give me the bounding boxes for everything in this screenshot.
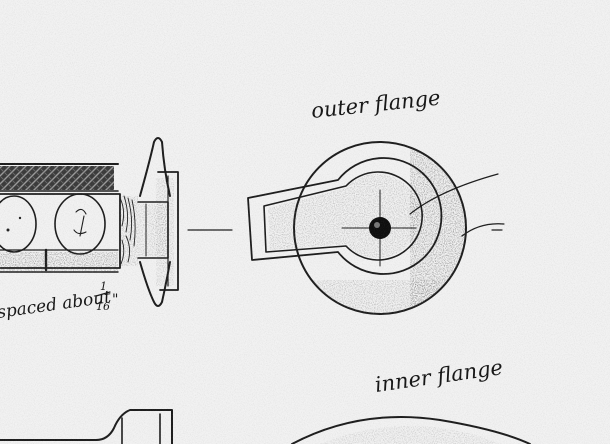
technical-sketch: spaced about 1 16 " outer flange inner f… [0, 0, 610, 444]
drawing-sheet: spaced about 1 16 " outer flange inner f… [0, 0, 610, 444]
